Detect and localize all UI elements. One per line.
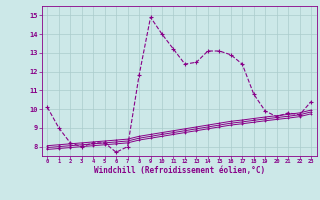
X-axis label: Windchill (Refroidissement éolien,°C): Windchill (Refroidissement éolien,°C)	[94, 166, 265, 175]
